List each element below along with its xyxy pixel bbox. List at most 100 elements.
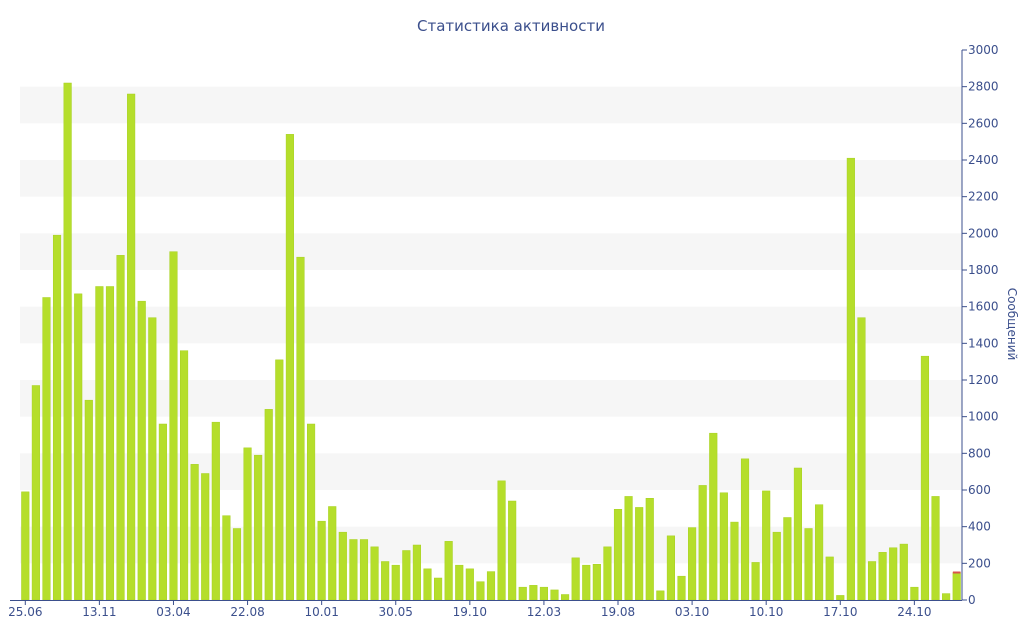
grid-band (20, 233, 962, 270)
bar (391, 564, 400, 601)
bar (730, 521, 739, 601)
bar (783, 517, 792, 601)
bar (84, 399, 93, 601)
chart-title: Статистика активности (417, 17, 605, 35)
bar (486, 571, 496, 601)
x-tick-label: 12.03 (527, 605, 561, 619)
bar (116, 255, 125, 601)
x-tick-label: 10.10 (749, 605, 783, 619)
bar (529, 585, 538, 601)
bar (857, 317, 866, 601)
bar (878, 552, 887, 601)
bar (105, 286, 115, 601)
bar (931, 496, 940, 601)
bar (21, 491, 30, 601)
bar (719, 492, 728, 601)
bar (497, 480, 506, 601)
y-tick-label: 2000 (968, 226, 999, 240)
x-tick-label: 03.10 (675, 605, 709, 619)
bar (381, 561, 390, 601)
bar (942, 593, 951, 601)
bar (359, 539, 369, 601)
bar (137, 300, 146, 601)
bar (920, 355, 930, 601)
bar (582, 564, 591, 601)
y-tick-label: 600 (968, 483, 991, 497)
bar (825, 556, 834, 601)
y-axis: 0 200 400 600 800 1000 1200 1400 1600 1800 2000 220… (961, 43, 999, 607)
y-tick-label: 200 (968, 556, 991, 570)
x-tick-label: 17.10 (823, 605, 857, 619)
bar (508, 500, 517, 601)
y-tick-label: 1600 (968, 300, 999, 314)
y-tick-label: 2400 (968, 153, 999, 167)
bars-group (21, 82, 961, 601)
bar (772, 531, 781, 601)
bar (74, 293, 83, 601)
x-tick-label: 03.04 (156, 605, 190, 619)
bar (889, 547, 898, 601)
bar (465, 568, 474, 601)
bar (635, 507, 644, 601)
bar (232, 528, 242, 601)
bar (518, 586, 527, 601)
bar (656, 590, 665, 601)
bar (243, 447, 252, 601)
bar (624, 496, 633, 601)
bar (328, 506, 337, 601)
bar (476, 581, 485, 601)
bar (793, 467, 803, 601)
bar (31, 385, 40, 601)
y-tick-label: 400 (968, 520, 991, 534)
bar (169, 251, 178, 601)
grid-band (20, 160, 962, 197)
bar (127, 93, 136, 601)
bar (254, 454, 263, 601)
bar (561, 594, 570, 601)
x-tick-label: 30.05 (379, 605, 413, 619)
grid-band (20, 86, 962, 124)
bar (645, 498, 654, 601)
y-axis-title: Сообщений (1005, 288, 1019, 361)
bar (751, 562, 760, 601)
bar (264, 409, 273, 601)
grid-band (20, 380, 962, 417)
bar (180, 350, 189, 601)
bar (412, 544, 421, 601)
grid-band (20, 306, 962, 344)
bar (148, 317, 157, 601)
x-tick-label: 24.10 (897, 605, 931, 619)
x-tick-label: 19.10 (453, 605, 487, 619)
bar (63, 82, 72, 601)
bar (338, 531, 347, 601)
bar (571, 557, 580, 601)
bar (222, 515, 231, 601)
bar (296, 256, 305, 601)
x-tick-label: 19.08 (601, 605, 635, 619)
bar (307, 423, 316, 601)
bar (910, 586, 919, 601)
bar (402, 550, 411, 601)
bar (317, 520, 326, 601)
bar (423, 568, 432, 601)
bar (740, 458, 750, 601)
bar (95, 286, 104, 601)
y-tick-label: 1800 (968, 263, 999, 277)
bar (211, 421, 220, 601)
bar (550, 589, 559, 601)
bar (698, 485, 707, 601)
x-tick-label: 22.08 (230, 605, 264, 619)
y-tick-label: 2200 (968, 190, 999, 204)
bar (899, 543, 908, 601)
bar (867, 561, 877, 601)
y-tick-label: 1400 (968, 336, 999, 350)
bar (201, 473, 210, 601)
x-tick-label: 10.01 (304, 605, 338, 619)
bar (349, 539, 358, 601)
bar (275, 359, 284, 601)
bar (762, 490, 771, 601)
bar (688, 527, 697, 601)
bar (603, 546, 612, 601)
